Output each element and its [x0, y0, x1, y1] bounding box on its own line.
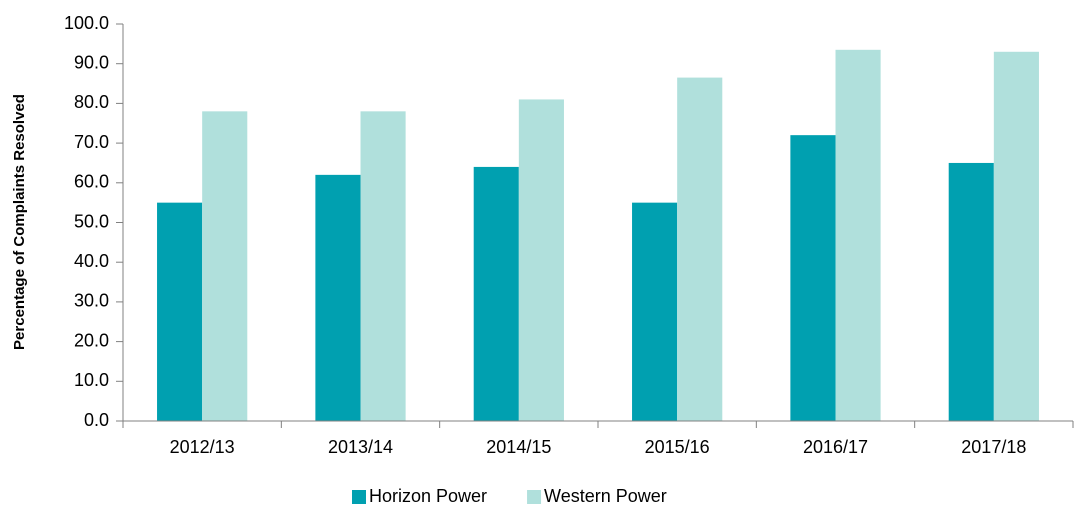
y-tick-label: 10.0 — [74, 370, 109, 390]
bar — [360, 111, 406, 421]
x-tick-label: 2013/14 — [328, 437, 393, 457]
x-tick-label: 2016/17 — [803, 437, 868, 457]
bar — [835, 49, 881, 422]
x-tick-label: 2012/13 — [170, 437, 235, 457]
bar — [518, 99, 564, 422]
x-tick-label: 2017/18 — [961, 437, 1026, 457]
legend-label: Western Power — [544, 486, 667, 506]
y-axis-label: Percentage of Complaints Resolved — [11, 94, 28, 350]
x-tick-label: 2015/16 — [645, 437, 710, 457]
legend-swatch — [352, 490, 366, 504]
y-tick-label: 90.0 — [74, 52, 109, 72]
legend-swatch — [527, 490, 542, 504]
x-tick-label: 2014/15 — [486, 437, 551, 457]
bar — [202, 111, 248, 421]
y-tick-label: 100.0 — [64, 13, 109, 33]
y-tick-label: 70.0 — [74, 132, 109, 152]
bar — [157, 202, 203, 421]
bar — [790, 135, 836, 421]
y-tick-label: 0.0 — [84, 410, 109, 430]
y-tick-label: 40.0 — [74, 251, 109, 271]
bar — [315, 174, 361, 421]
y-tick-label: 50.0 — [74, 211, 109, 231]
y-tick-label: 60.0 — [74, 172, 109, 192]
bar — [948, 162, 994, 421]
legend-label: Horizon Power — [369, 486, 487, 506]
bar — [677, 77, 723, 421]
y-tick-label: 80.0 — [74, 92, 109, 112]
bar — [632, 202, 678, 421]
bar — [993, 51, 1039, 421]
y-tick-label: 30.0 — [74, 291, 109, 311]
y-tick-label: 20.0 — [74, 330, 109, 350]
bar — [473, 166, 519, 421]
